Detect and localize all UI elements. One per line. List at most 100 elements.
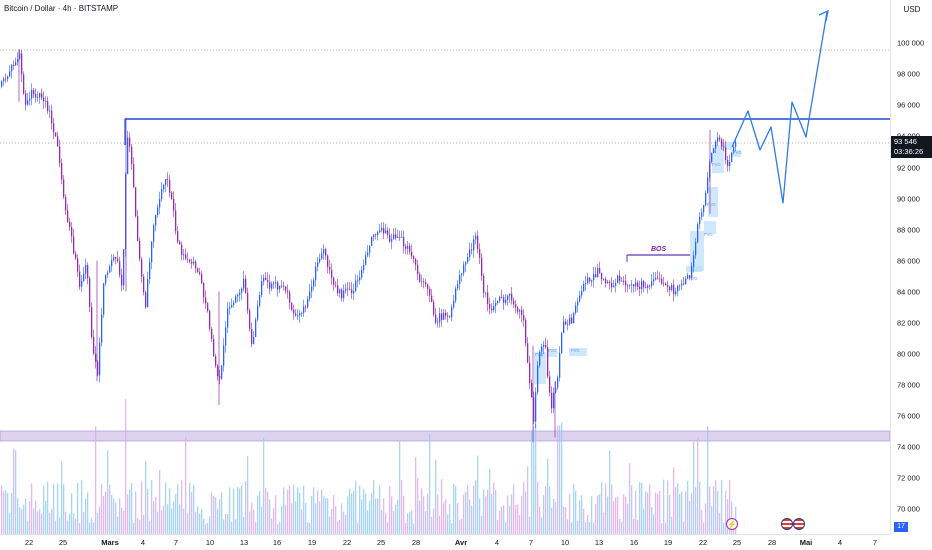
- volume-bar: [171, 508, 173, 534]
- candle-body: [521, 310, 523, 315]
- candle-body: [255, 319, 257, 338]
- volume-bar: [693, 442, 695, 534]
- volume-bar: [521, 495, 523, 534]
- candle-body: [609, 281, 611, 283]
- volume-bar: [523, 481, 525, 534]
- candle-body: [107, 272, 109, 275]
- time-tick-label: Avr: [454, 538, 468, 547]
- volume-bar: [125, 399, 127, 534]
- candle-body: [401, 237, 403, 238]
- candle-body: [459, 275, 461, 285]
- candle-body: [289, 292, 291, 303]
- time-axis[interactable]: 22 25 Mars 4 7 10 13 16 19 22 25 28 Avr 4 7 10 13 16 19 22 2…: [0, 534, 890, 550]
- volume-bar: [275, 495, 277, 534]
- volume-bar: [185, 437, 187, 534]
- candle-body: [537, 365, 539, 393]
- price-chart[interactable]: BOS FVG FVG FVG FVG FVG FVG FVG FVG: [0, 0, 890, 534]
- candle-body: [685, 278, 687, 285]
- volume-bar: [467, 485, 469, 534]
- candle-body: [299, 313, 301, 316]
- candle-body: [379, 230, 381, 233]
- volume-bar: [561, 422, 563, 534]
- time-tick-label: 4: [837, 538, 843, 547]
- symbol-title[interactable]: Bitcoin / Dollar · 4h · BITSTAMP: [4, 4, 119, 13]
- volume-bar: [137, 517, 139, 534]
- candle-body: [317, 262, 319, 267]
- volume-bar: [17, 498, 19, 534]
- volume-bar: [243, 517, 245, 534]
- candle-body: [395, 234, 397, 238]
- volume-bar: [29, 501, 31, 534]
- chart-pane[interactable]: BOS FVG FVG FVG FVG FVG FVG FVG FVG Bitcoin / Do…: [0, 0, 890, 534]
- candle-body: [323, 249, 325, 254]
- volume-bar: [19, 507, 21, 534]
- volume-bar: [409, 511, 411, 534]
- candle-body: [143, 276, 145, 293]
- us-flag-icon[interactable]: [793, 518, 805, 530]
- volume-bar: [199, 513, 201, 534]
- candle-body: [585, 283, 587, 285]
- candle-body: [195, 261, 197, 269]
- candle-body: [555, 387, 557, 393]
- candle-body: [281, 285, 283, 287]
- volume-bar: [233, 488, 235, 534]
- volume-bar: [443, 502, 445, 534]
- candle-body: [387, 230, 389, 235]
- support-zone: [0, 430, 890, 442]
- candle-body: [705, 192, 707, 206]
- volume-bar: [207, 523, 209, 534]
- candle-body: [683, 283, 685, 285]
- candle-body: [717, 137, 719, 142]
- volume-bar: [77, 482, 79, 534]
- volume-bar: [187, 513, 189, 534]
- flash-icon[interactable]: ⚡: [726, 518, 738, 530]
- candle-body: [127, 137, 129, 175]
- candle-body: [243, 278, 245, 289]
- candle-body: [73, 236, 75, 254]
- candle-body: [429, 288, 431, 296]
- volume-bar: [547, 458, 549, 534]
- candle-body: [35, 94, 37, 98]
- volume-bar: [151, 480, 153, 534]
- volume-bar: [731, 501, 733, 534]
- time-tick-label: Mai: [799, 538, 813, 547]
- volume-bar: [479, 498, 481, 534]
- candle-body: [599, 268, 601, 274]
- currency-label[interactable]: USD: [903, 5, 921, 14]
- candle-body: [371, 236, 373, 246]
- candle-body: [677, 285, 679, 292]
- price-tick-label: 90 000: [897, 194, 920, 204]
- volume-bar: [11, 492, 13, 534]
- candlesticks: [1, 49, 737, 443]
- volume-bar: [639, 481, 641, 534]
- volume-bar: [481, 515, 483, 534]
- candle-body: [183, 254, 185, 256]
- candle-body: [283, 285, 285, 287]
- candle-body: [53, 123, 55, 133]
- volume-bar: [161, 509, 163, 534]
- candle-body: [175, 210, 177, 232]
- candle-body: [525, 320, 527, 344]
- time-tick-label: 10: [560, 538, 570, 547]
- candle-body: [431, 295, 433, 302]
- time-tick-label: 25: [732, 538, 742, 547]
- volume-bar: [715, 480, 717, 534]
- volume-bar: [219, 499, 221, 534]
- volume-bar: [373, 479, 375, 534]
- candle-body: [259, 295, 261, 306]
- candle-body: [291, 302, 293, 310]
- volume-bar: [357, 522, 359, 534]
- volume-bar: [149, 521, 151, 534]
- candle-body: [21, 53, 23, 75]
- us-flag-icon[interactable]: [781, 518, 793, 530]
- candle-body: [155, 215, 157, 226]
- volume-bar: [691, 493, 693, 534]
- volume-bar: [605, 483, 607, 534]
- volume-bar: [147, 489, 149, 534]
- volume-bar: [31, 483, 33, 534]
- volume-bar: [301, 509, 303, 534]
- candle-body: [237, 294, 239, 297]
- candle-body: [109, 266, 111, 273]
- volume-bar: [71, 493, 73, 534]
